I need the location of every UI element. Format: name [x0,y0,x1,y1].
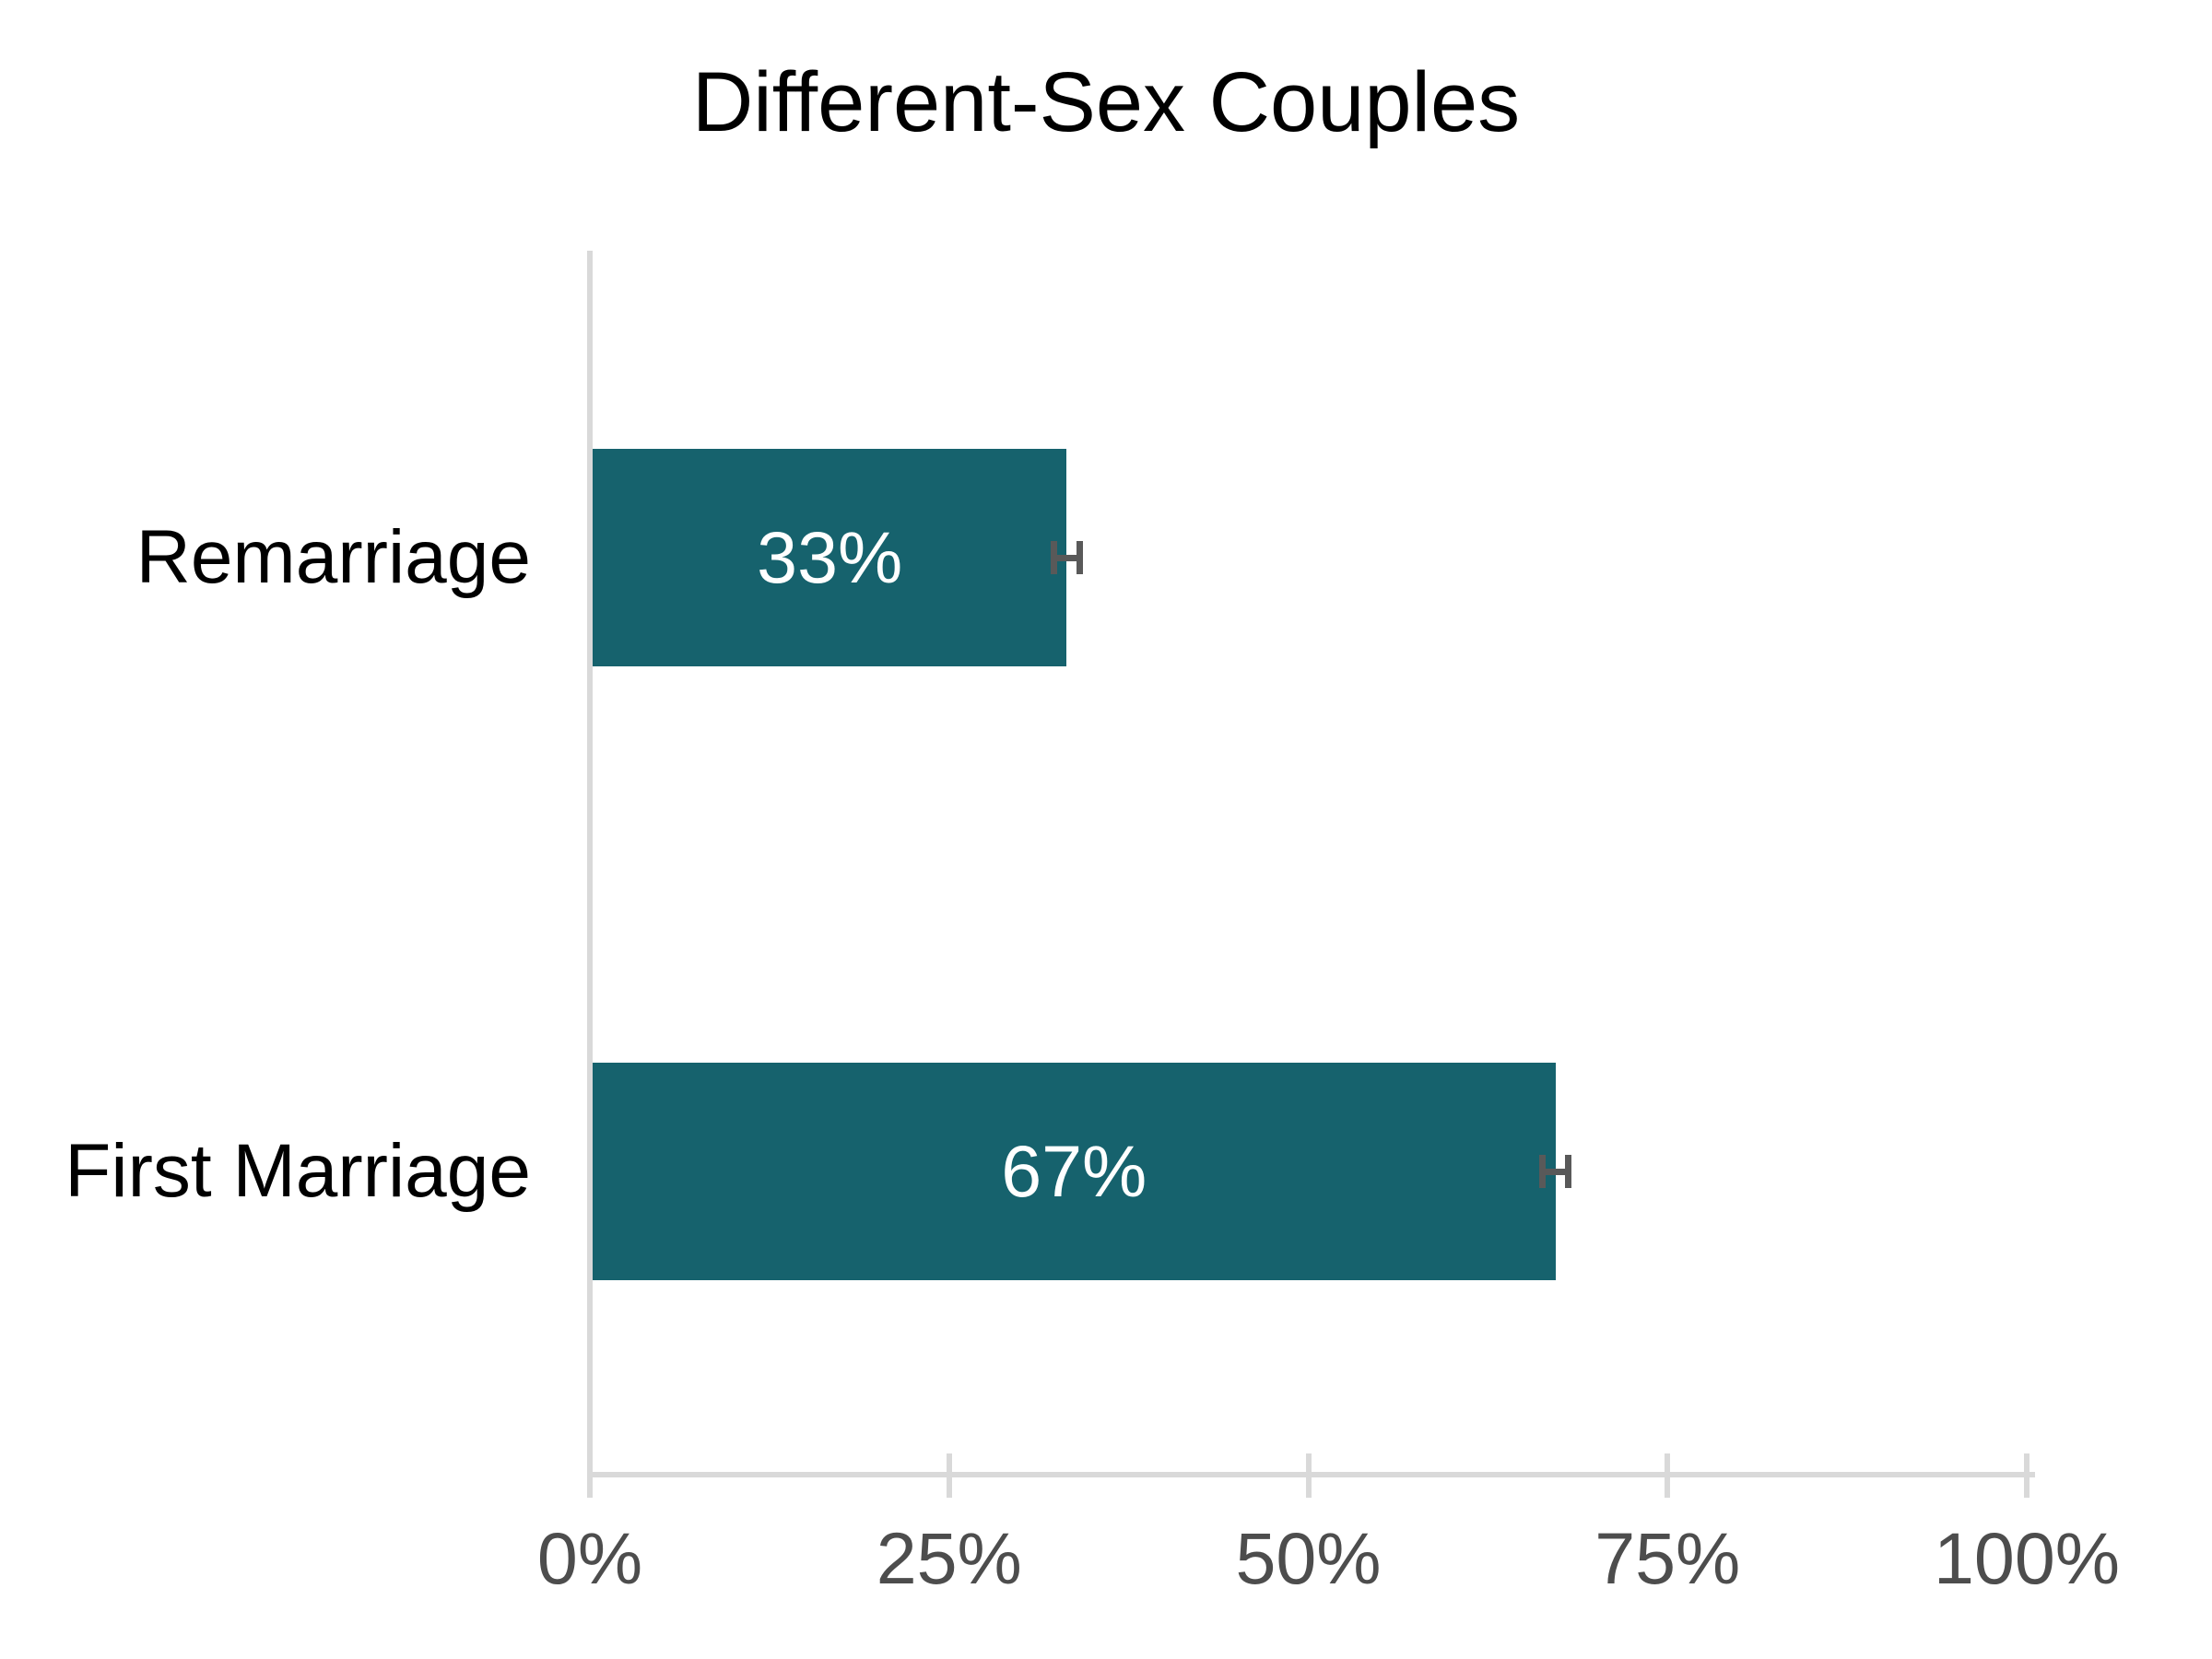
error-bar-remarriage [1051,541,1083,574]
x-axis-tick-75 [1665,1453,1671,1498]
x-tick-label-75: 75% [1594,1517,1741,1599]
value-label-first-marriage: 67% [1001,1130,1147,1212]
value-label-remarriage: 33% [757,516,903,598]
error-bar-line [1051,554,1083,561]
y-axis-line [587,251,593,1498]
x-tick-label-50: 50% [1235,1517,1382,1599]
x-tick-label-25: 25% [876,1517,1022,1599]
x-axis-tick-100 [2024,1453,2030,1498]
x-tick-label-0: 0% [536,1517,643,1599]
bar-remarriage: 33% [593,449,1067,666]
category-label-remarriage: Remarriage [135,515,531,599]
chart-title: Different-Sex Couples [691,55,1521,149]
x-tick-label-100: 100% [1933,1517,2121,1599]
error-bar-line [1539,1168,1571,1175]
plot-area: 33% 67% [587,251,2035,1498]
x-axis-line [587,1472,2035,1477]
x-axis-tick-50 [1305,1453,1312,1498]
bar-first-marriage: 67% [593,1063,1556,1280]
error-bar-first-marriage [1539,1155,1571,1188]
error-bar-right-cap [1076,541,1083,574]
error-bar-right-cap [1564,1155,1571,1188]
x-axis-tick-0 [587,1453,593,1498]
category-label-first-marriage: First Marriage [65,1129,531,1213]
x-axis-tick-25 [946,1453,952,1498]
